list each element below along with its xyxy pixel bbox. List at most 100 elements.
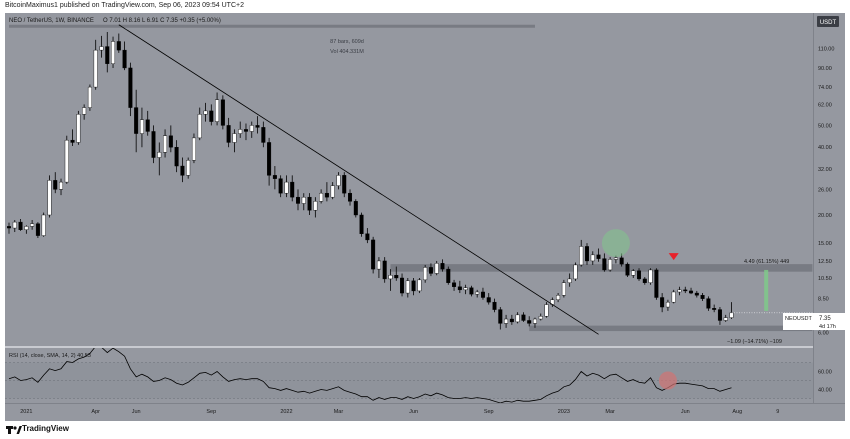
candle-body: [596, 254, 601, 259]
candle-body: [700, 295, 705, 299]
publish-line: BitcoinMaximus1 published on TradingView…: [5, 2, 244, 9]
candle-body: [509, 318, 514, 323]
candle-body: [521, 314, 526, 321]
rsi-tick-label: 60.00: [818, 370, 832, 376]
candle-body: [278, 178, 283, 194]
candle-body: [457, 286, 462, 291]
price-tag-symbol: NEOUSDT: [785, 316, 813, 322]
rsi-tick-label: 40.00: [818, 388, 832, 394]
candle-body: [498, 309, 503, 324]
candle-body: [35, 223, 40, 236]
rsi-red-circle: [658, 371, 677, 390]
candle-body: [631, 270, 636, 276]
candle-body: [382, 260, 387, 280]
candle-body: [41, 214, 46, 236]
rsi-panel: [5, 345, 813, 404]
zone-top-band: [9, 24, 535, 28]
time-tick-label: Jun: [681, 409, 690, 415]
price-tag-countdown: 4d 17h: [819, 324, 836, 330]
price-tick-label: 90.00: [818, 66, 832, 72]
candle-body: [122, 49, 127, 69]
candle-body: [99, 46, 104, 51]
time-tick-label: Apr: [91, 409, 100, 415]
candle-body: [191, 137, 196, 161]
candle-body: [313, 201, 318, 211]
descending-trendline: [118, 24, 599, 335]
candle-body: [371, 239, 376, 270]
candle-body: [694, 292, 699, 296]
candle-body: [209, 110, 214, 122]
candle-body: [434, 263, 439, 274]
candle-body: [376, 260, 381, 270]
candle-body: [723, 317, 728, 321]
candle-body: [255, 125, 260, 128]
candle-body: [151, 131, 156, 158]
rsi-line: [8, 345, 732, 404]
candle-body: [319, 192, 324, 202]
range-vol-label: Vol 404.331M: [330, 49, 364, 55]
candle-body: [145, 119, 150, 132]
currency-badge[interactable]: USDT: [817, 16, 839, 27]
candle-body: [717, 309, 722, 321]
candle-body: [267, 142, 272, 176]
time-tick-label: Mar: [334, 409, 344, 415]
chart-frame[interactable]: 140.00110.0090.0074.0062.0050.0040.0032.…: [5, 13, 845, 421]
candle-body: [660, 297, 665, 308]
measure-down-label: −1.09 (−14.71%) −109: [727, 339, 782, 345]
candle-body: [608, 259, 613, 271]
candle-body: [532, 318, 537, 324]
ohlc-readout: O 7.01 H 8.16 L 6.91 C 7.35 +0.35 (+5.00…: [103, 18, 221, 24]
candle-body: [515, 314, 520, 323]
red-down-arrow-icon: [668, 253, 679, 261]
candles: [7, 31, 734, 330]
price-tag[interactable]: NEOUSDT 7.35 4d 17h: [783, 313, 845, 330]
time-tick-label: Jun: [132, 409, 141, 415]
candle-body: [527, 320, 532, 324]
price-tick-label: 6.00: [818, 331, 829, 337]
candle-body: [706, 298, 711, 309]
candle-body: [70, 139, 75, 143]
candle-body: [134, 107, 139, 134]
candle-body: [556, 295, 561, 301]
chart-svg[interactable]: 140.00110.0090.0074.0062.0050.0040.0032.…: [5, 13, 845, 421]
candle-body: [602, 258, 607, 271]
candle-body: [637, 270, 642, 280]
candle-body: [538, 316, 543, 320]
candle-body: [203, 110, 208, 115]
candle-body: [53, 180, 58, 190]
price-tick-label: 8.50: [818, 297, 829, 303]
candle-body: [648, 269, 653, 283]
candle-body: [301, 196, 306, 204]
time-tick-label: Aug: [732, 409, 742, 415]
price-tick-label: 10.50: [818, 276, 832, 282]
candle-body: [428, 267, 433, 274]
candle-body: [296, 196, 300, 204]
candle-body: [24, 226, 29, 230]
zone-resistance: [390, 264, 813, 272]
candle-body: [365, 233, 370, 241]
price-tick-label: 62.00: [818, 102, 832, 108]
candle-body: [272, 175, 277, 179]
zones: [9, 24, 813, 332]
time-tick-label: 2023: [558, 409, 570, 415]
price-tick-label: 110.00: [818, 46, 834, 52]
price-tick-label: 12.50: [818, 259, 832, 265]
candle-body: [324, 192, 329, 198]
pane-separator[interactable]: [5, 346, 813, 348]
candle-body: [642, 278, 647, 283]
candle-body: [64, 139, 69, 183]
candle-body: [353, 201, 358, 216]
candle-body: [561, 282, 566, 296]
candle-body: [232, 133, 237, 143]
price-tick-label: 74.00: [818, 85, 832, 91]
candle-body: [7, 226, 11, 229]
candle-body: [180, 165, 185, 176]
candle-body: [475, 291, 480, 295]
candle-body: [226, 125, 231, 143]
candle-body: [567, 278, 572, 283]
candle-body: [359, 214, 364, 234]
price-tick-label: 32.00: [818, 167, 832, 173]
candle-body: [168, 135, 173, 148]
candle-body: [677, 289, 682, 293]
candle-body: [665, 301, 670, 308]
